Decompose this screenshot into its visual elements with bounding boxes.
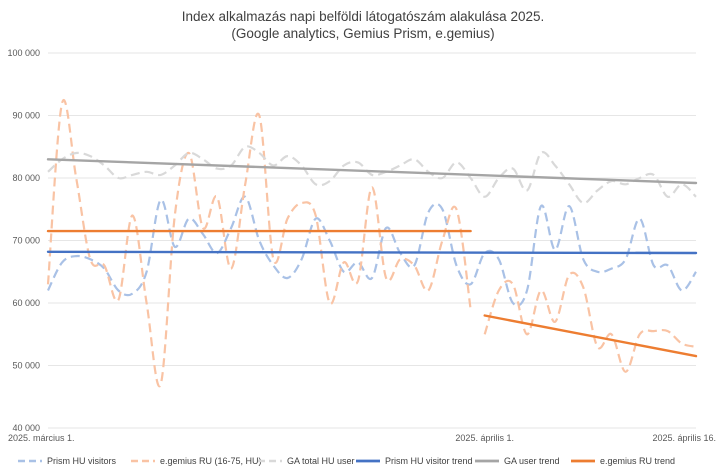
legend-item: e.gemius RU trend — [571, 456, 675, 466]
y-tick-label: 60 000 — [12, 298, 40, 308]
y-tick-label: 70 000 — [12, 236, 40, 246]
y-tick-label: 50 000 — [12, 361, 40, 371]
series-line — [46, 158, 698, 185]
series-5-group — [46, 158, 698, 185]
chart-title: Index alkalmazás napi belföldi látogatós… — [182, 9, 544, 41]
legend-label: Prism HU visitors — [47, 456, 116, 466]
series-4-group — [46, 250, 698, 255]
legend-label: GA total HU user — [287, 456, 355, 466]
legend-item: GA user trend — [475, 456, 560, 466]
series-line — [47, 145, 697, 205]
y-tick-label: 100 000 — [7, 48, 40, 58]
y-tick-label: 90 000 — [12, 111, 40, 121]
y-tick-label: 80 000 — [12, 173, 40, 183]
grid-lines — [48, 52, 696, 429]
legend-item: e.gemius RU (16-75, HU) — [131, 456, 262, 466]
legend-item: Prism HU visitors — [18, 456, 116, 466]
series-3-group — [47, 145, 697, 205]
legend-label: GA user trend — [504, 456, 560, 466]
legend-label: e.gemius RU trend — [600, 456, 675, 466]
legend: Prism HU visitors e.gemius RU (16-75, HU)… — [18, 456, 675, 466]
series-lines — [46, 99, 698, 388]
legend-item: Prism HU visitor trend — [356, 456, 473, 466]
chart-title-line-2: (Google analytics, Gemius Prism, e.gemiu… — [231, 26, 494, 41]
legend-label: Prism HU visitor trend — [385, 456, 473, 466]
series-7-group — [483, 314, 698, 358]
series-1-group — [46, 99, 472, 388]
x-tick-label: 2025. április 16. — [652, 433, 716, 443]
series-line — [483, 314, 698, 358]
x-axis-tick-labels: 2025. március 1. 2025. április 1. 2025. áp… — [8, 433, 716, 443]
series-2-group — [483, 271, 697, 373]
legend-label: e.gemius RU (16-75, HU) — [160, 456, 262, 466]
legend-item: GA total HU user — [258, 456, 355, 466]
chart-title-line-1: Index alkalmazás napi belföldi látogatós… — [182, 9, 544, 24]
x-tick-label: 2025. március 1. — [8, 433, 75, 443]
series-line — [46, 99, 472, 388]
series-line — [46, 250, 698, 255]
y-axis-tick-labels: 40 000 50 000 60 000 70 000 80 000 90 000 100 … — [7, 48, 40, 433]
series-line — [47, 195, 697, 307]
y-tick-label: 40 000 — [12, 423, 40, 433]
x-tick-label: 2025. április 1. — [455, 433, 514, 443]
